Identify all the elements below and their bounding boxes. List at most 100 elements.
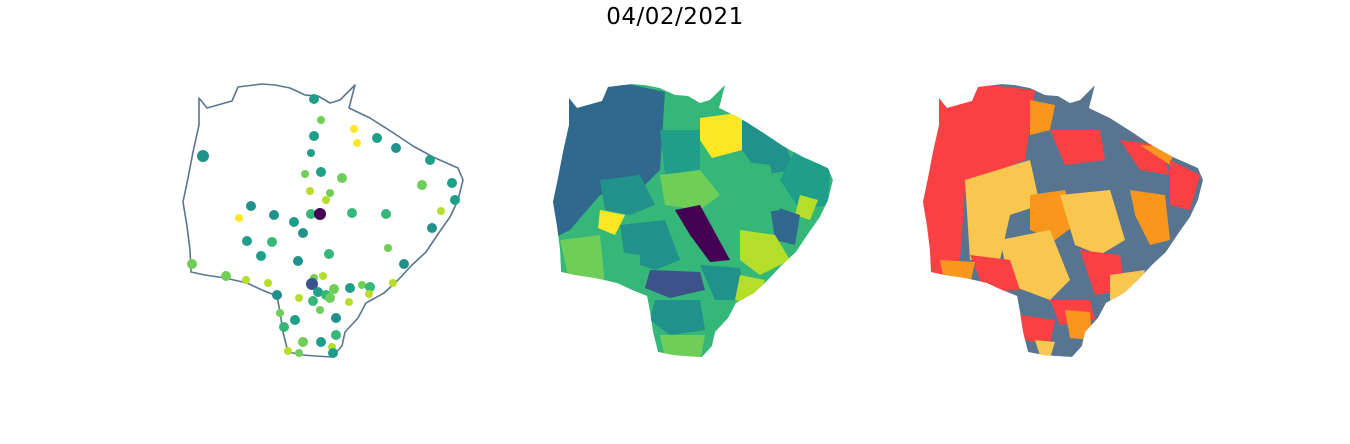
station-point [246, 201, 256, 211]
station-point [345, 298, 353, 306]
station-point [331, 313, 341, 323]
station-point [242, 236, 252, 246]
municipality [1035, 340, 1055, 357]
municipality [965, 160, 1040, 260]
municipality [645, 270, 705, 298]
station-point [314, 208, 326, 220]
station-point [284, 347, 292, 355]
figure-title: 04/02/2021 [606, 4, 744, 30]
station-point [381, 209, 391, 219]
station-point [324, 249, 334, 259]
station-point [279, 322, 289, 332]
station-point [325, 293, 335, 303]
station-point [306, 209, 316, 219]
station-point [384, 244, 392, 252]
station-point [319, 272, 327, 280]
station-point [347, 208, 357, 218]
municipality [780, 150, 830, 210]
station-point [235, 214, 243, 222]
station-point [358, 281, 366, 289]
station-point [269, 210, 279, 220]
municipality [700, 112, 745, 158]
municipality [650, 300, 705, 335]
station-point [317, 116, 325, 124]
station-point [316, 337, 326, 347]
station-point [309, 94, 319, 104]
station-point [295, 294, 303, 302]
municipality [675, 205, 730, 262]
station-point [242, 276, 250, 284]
station-point [298, 228, 308, 238]
station-point [272, 290, 282, 300]
municipal-category-map [923, 84, 1203, 357]
municipality [1060, 190, 1125, 255]
station-point [331, 330, 341, 340]
station-point [307, 149, 315, 157]
municipality [725, 160, 780, 215]
station-point [372, 133, 382, 143]
station-point [197, 150, 209, 162]
municipality [735, 275, 765, 305]
station-point [221, 271, 231, 281]
municipality [1170, 160, 1200, 210]
station-point [187, 259, 197, 269]
station-point [353, 139, 361, 147]
station-point [276, 309, 284, 317]
station-point [289, 217, 299, 227]
station-point [427, 223, 437, 233]
station-point [256, 251, 266, 261]
station-point [267, 237, 277, 247]
municipality [1030, 100, 1055, 135]
station-point [389, 279, 397, 287]
station-point [447, 178, 457, 188]
station-point [391, 143, 401, 153]
station-point [365, 282, 375, 292]
municipality [795, 195, 818, 220]
municipality [605, 250, 640, 285]
station-point [313, 287, 323, 297]
station-point [316, 167, 326, 177]
station-points [187, 94, 460, 358]
station-point [295, 349, 303, 357]
station-point [350, 125, 358, 133]
municipality [940, 260, 975, 285]
municipality [770, 205, 800, 245]
municipality [705, 305, 735, 340]
stations-map [182, 83, 464, 358]
municipality [1020, 315, 1055, 345]
station-point [316, 306, 324, 314]
station-point [306, 278, 318, 290]
station-point [293, 256, 303, 266]
station-point [308, 296, 318, 306]
station-point [329, 284, 339, 294]
municipality [1110, 270, 1145, 300]
station-point [345, 283, 355, 293]
station-point [301, 170, 309, 178]
station-point [328, 348, 338, 358]
municipality [560, 235, 605, 285]
municipality [660, 335, 705, 357]
municipality [1130, 190, 1170, 245]
station-point [298, 337, 308, 347]
municipality [553, 84, 665, 240]
municipal-viridis-map [553, 84, 833, 357]
municipality [700, 265, 745, 300]
station-point [450, 195, 460, 205]
municipality [742, 120, 795, 175]
station-point [306, 187, 314, 195]
station-point [337, 173, 347, 183]
municipality [660, 170, 720, 210]
station-point [425, 155, 435, 165]
municipality [598, 210, 625, 235]
station-point [417, 180, 427, 190]
station-point [326, 189, 334, 197]
station-point [264, 279, 272, 287]
municipality [600, 175, 655, 215]
municipality [660, 130, 700, 175]
municipality [1050, 130, 1105, 165]
municipality [740, 230, 790, 275]
state-outline [182, 83, 464, 358]
station-point [309, 131, 319, 141]
station-point [399, 259, 409, 269]
